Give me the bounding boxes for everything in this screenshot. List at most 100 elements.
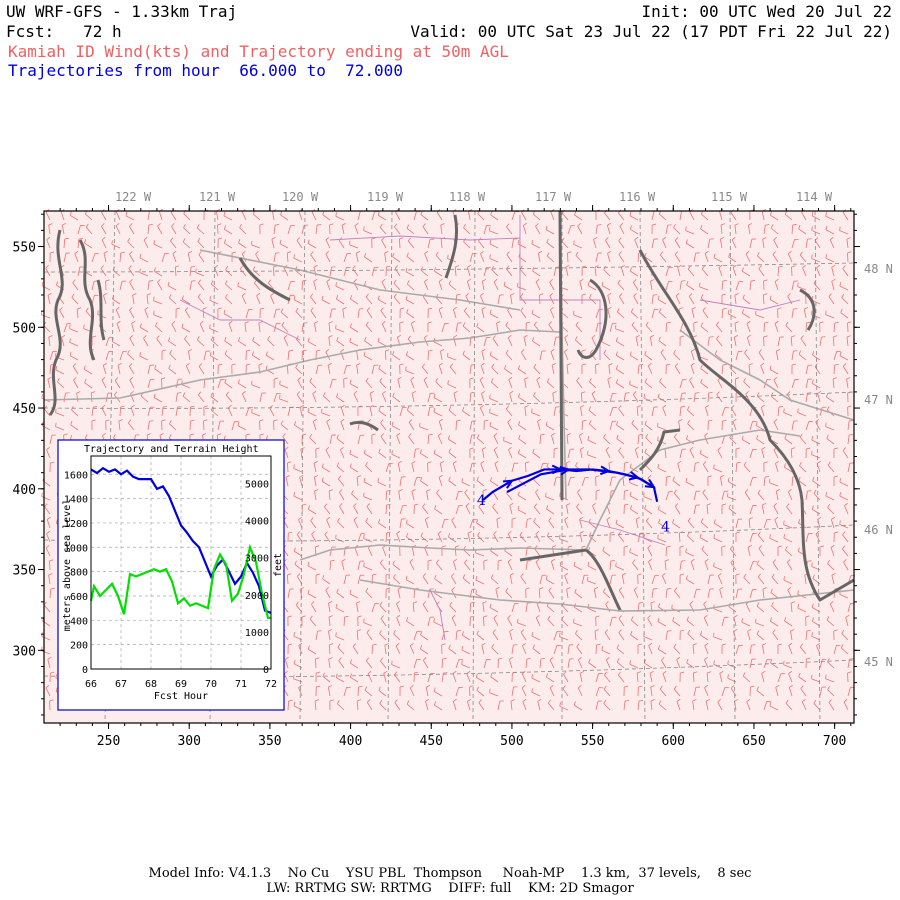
wind-barb [637,685,643,697]
wind-barb [227,404,233,417]
map-frame [43,210,855,724]
wind-barb [819,406,827,417]
wind-barb [343,377,348,389]
wind-barb [732,418,737,431]
wind-barb [674,587,681,599]
trajectory-path [506,468,659,502]
wind-barb [713,519,723,529]
wind-barb [618,629,625,641]
wind-barb [399,476,406,487]
wind-barb [322,672,331,683]
wind-barb [798,224,807,235]
wind-barb [244,321,249,333]
wind-barb [280,211,289,221]
wind-barb [717,572,723,585]
wind-barb [609,574,617,585]
wind-barb [547,699,555,711]
wind-barb [579,278,584,291]
wind-barb [490,477,499,487]
wind-barb [357,615,362,627]
wind-barb [713,632,723,641]
wind-barb [535,614,541,627]
wind-barb [239,224,247,235]
wind-barb [327,685,333,697]
wind-barb [747,223,753,235]
wind-barb [580,447,585,459]
wind-barb [721,419,727,431]
wind-barb [741,267,751,277]
wind-barb [679,573,685,585]
wind-barb [493,278,499,291]
wind-barb [392,560,401,571]
inset-y-tick-label-left: 400 [70,616,88,627]
wind-barb [773,377,779,389]
wind-barb [797,282,807,291]
wind-barb [103,292,108,305]
wind-barb [719,586,724,599]
wind-barb [757,573,765,585]
wind-barb [83,365,93,375]
wind-barb [115,306,121,319]
wind-barb [545,225,555,235]
wind-barb [497,294,504,305]
wind-barb [339,489,345,501]
wind-barb [833,351,841,361]
wind-barb [231,420,239,431]
wind-barb [203,419,208,431]
wind-barb [783,576,793,585]
wind-barb [677,264,682,277]
wind-barb [349,240,359,249]
wind-barb [76,391,81,403]
latitude-label: 48 N [864,262,893,276]
wind-barb [309,615,317,627]
wind-barb [365,657,373,669]
wind-barb [704,642,709,655]
wind-barb [335,324,345,333]
wind-barb [763,461,768,473]
wind-barb [427,349,433,361]
wind-barb [518,421,527,431]
wind-barb [480,460,485,473]
wind-barb [394,671,401,683]
wind-barb [521,684,527,697]
wind-barb [436,489,443,501]
wind-barb [171,223,177,235]
wind-barb [399,406,407,417]
wind-barb [395,642,401,655]
wind-barb [301,433,307,445]
wind-barb [119,351,127,361]
wind-barb [825,212,835,221]
wind-barb [826,393,835,403]
wind-barb [380,419,387,431]
wind-barb [357,434,365,445]
wind-barb [630,630,639,641]
wind-barb [580,405,585,417]
wind-barb [313,461,318,473]
wind-barb [175,378,183,389]
wind-barb [649,671,654,683]
wind-barb [199,320,205,333]
wind-barb [587,281,597,291]
wind-barb [777,265,783,277]
wind-barb [508,446,513,459]
inset-frame [57,439,285,711]
wind-barb [293,295,303,305]
wind-barb [363,492,373,501]
wind-barb [391,450,401,459]
wind-barb [490,574,499,585]
wind-barb [508,656,513,669]
wind-barb [188,349,193,361]
wind-barb [595,673,603,683]
wind-barb [217,307,222,319]
wind-barb [184,335,191,347]
wind-barb [519,531,527,543]
wind-barb [44,405,51,417]
wind-barb [553,447,559,459]
wind-barb [735,573,740,585]
wind-barb [424,250,429,263]
wind-barb [601,281,611,291]
wind-barb [237,421,247,431]
wind-barb [728,252,737,263]
wind-barb [616,658,625,669]
wind-barb [406,406,415,417]
